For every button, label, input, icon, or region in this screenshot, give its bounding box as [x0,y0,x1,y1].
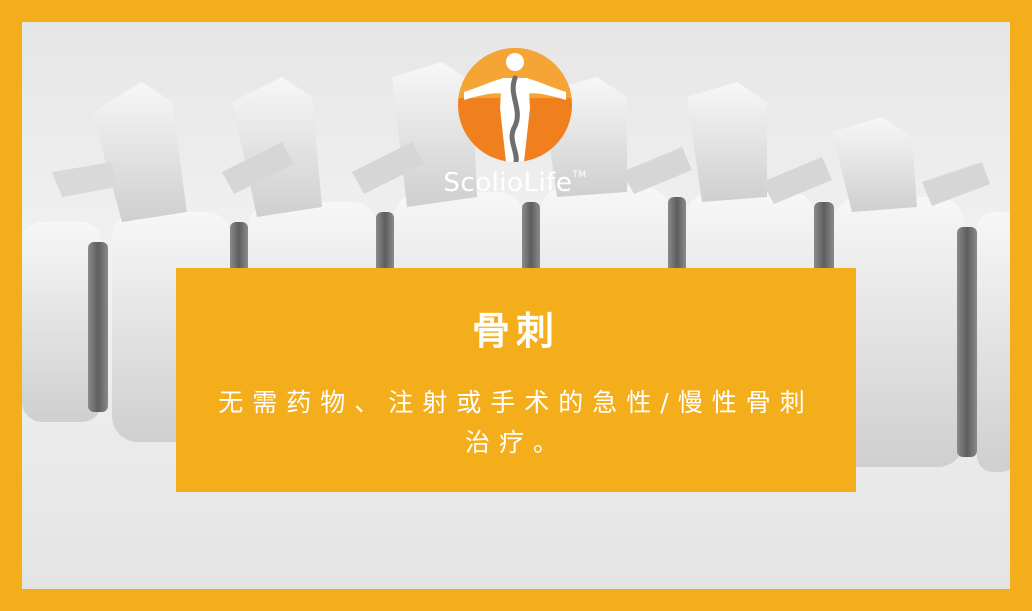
scoliolife-logo-icon [458,48,572,162]
brand-wordmark: ScolioLifeTM [420,168,610,198]
scoliolife-logo: ScolioLifeTM [420,48,610,238]
card-title: 骨刺 [471,309,560,353]
info-card: 骨刺 无需药物、注射或手术的急性/慢性骨刺治疗。 [176,268,856,492]
trademark-symbol: TM [572,170,587,180]
card-subtitle: 无需药物、注射或手术的急性/慢性骨刺治疗。 [218,388,814,457]
brand-name: ScolioLife [443,168,573,198]
